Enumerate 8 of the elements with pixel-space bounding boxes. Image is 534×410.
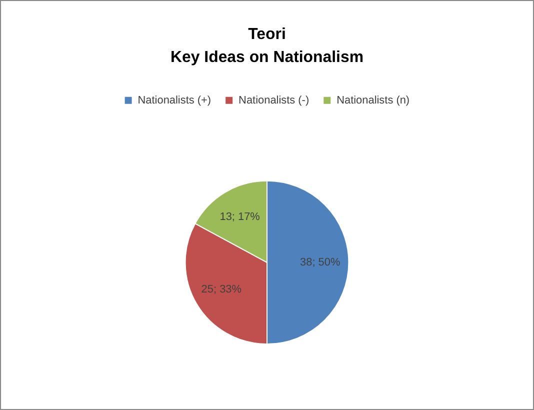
legend-label: Nationalists (n) — [336, 94, 410, 106]
data-label: 38; 50% — [300, 256, 340, 268]
data-label: 13; 17% — [220, 210, 260, 223]
chart-subtitle: Key Ideas on Nationalism — [170, 48, 364, 66]
legend-label: Nationalists (+) — [138, 94, 212, 106]
chart-title: Teori — [248, 26, 286, 43]
legend-label: Nationalists (-) — [238, 94, 310, 106]
data-label: 25; 33% — [201, 284, 242, 296]
